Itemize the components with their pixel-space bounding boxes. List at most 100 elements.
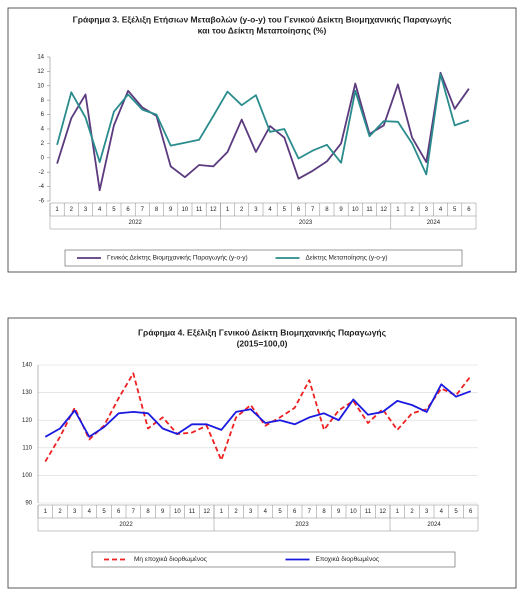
y-tick-label: 130 <box>22 390 33 396</box>
x-tick-label: 5 <box>454 509 458 515</box>
chart-title: (2015=100,0) <box>237 338 288 348</box>
x-tick-label: 4 <box>264 509 268 515</box>
x-tick-label: 5 <box>453 207 457 213</box>
legend-label: Μη εποχικά διορθωμένος <box>134 555 207 563</box>
x-tick-label: 6 <box>469 509 473 515</box>
y-tick-label: -2 <box>39 170 45 176</box>
x-tick-label: 12 <box>203 509 210 515</box>
x-tick-label: 4 <box>440 509 444 515</box>
series-line <box>56 71 470 192</box>
series-line <box>56 73 470 176</box>
x-tick-label: 4 <box>439 207 443 213</box>
x-tick-label: 10 <box>352 207 359 213</box>
legend-box <box>91 551 456 568</box>
y-tick-label: 10 <box>37 83 44 89</box>
y-tick-label: 12 <box>37 69 44 75</box>
x-tick-label: 4 <box>98 207 102 213</box>
x-tick-label: 8 <box>146 509 150 515</box>
y-tick-label: 2 <box>41 141 45 147</box>
x-tick-label: 9 <box>161 509 165 515</box>
x-tick-label: 11 <box>189 509 196 515</box>
x-tick-label: 9 <box>169 207 173 213</box>
x-tick-label: 11 <box>366 207 373 213</box>
x-tick-label: 5 <box>112 207 116 213</box>
y-tick-label: -4 <box>39 184 45 190</box>
x-tick-label: 2 <box>410 509 414 515</box>
x-tick-label: 3 <box>425 207 429 213</box>
x-tick-label: 7 <box>132 509 136 515</box>
y-tick-label: 8 <box>41 98 45 104</box>
y-tick-label: 6 <box>41 112 45 118</box>
year-label: 2022 <box>129 220 143 226</box>
year-label: 2024 <box>427 522 441 528</box>
x-tick-label: 2 <box>70 207 74 213</box>
y-tick-label: 0 <box>41 155 45 161</box>
x-tick-label: 3 <box>249 509 253 515</box>
series-line <box>44 372 472 463</box>
x-tick-label: 12 <box>380 207 387 213</box>
x-tick-label: 10 <box>174 509 181 515</box>
year-label: 2023 <box>299 220 313 226</box>
y-tick-label: 14 <box>37 55 44 61</box>
x-tick-label: 2 <box>234 509 238 515</box>
x-tick-label: 7 <box>311 207 315 213</box>
year-label: 2022 <box>119 522 133 528</box>
x-tick-label: 7 <box>141 207 145 213</box>
x-tick-label: 2 <box>410 207 414 213</box>
x-tick-label: 5 <box>278 509 282 515</box>
y-tick-label: 90 <box>25 501 32 507</box>
x-tick-label: 1 <box>396 509 400 515</box>
legend-label: Γενικός Δείκτης Βιομηχανικής Παραγωγής (… <box>107 254 248 262</box>
x-tick-label: 6 <box>293 509 297 515</box>
x-tick-label: 1 <box>396 207 400 213</box>
y-tick-label: 100 <box>22 473 33 479</box>
x-tick-label: 2 <box>58 509 62 515</box>
x-tick-label: 2 <box>240 207 244 213</box>
y-tick-label: -6 <box>39 199 45 205</box>
x-tick-label: 10 <box>182 207 189 213</box>
x-tick-label: 11 <box>196 207 203 213</box>
legend-label: Εποχικά διορθωμένος <box>316 555 379 563</box>
x-tick-label: 4 <box>268 207 272 213</box>
x-tick-label: 4 <box>88 509 92 515</box>
x-tick-label: 8 <box>322 509 326 515</box>
x-tick-label: 8 <box>155 207 159 213</box>
frame <box>7 317 517 589</box>
x-tick-label: 12 <box>379 509 386 515</box>
x-tick-label: 1 <box>220 509 224 515</box>
x-tick-label: 8 <box>325 207 329 213</box>
x-tick-label: 9 <box>339 207 343 213</box>
x-tick-label: 1 <box>44 509 48 515</box>
x-tick-label: 6 <box>126 207 130 213</box>
x-tick-label: 3 <box>84 207 88 213</box>
x-tick-label: 5 <box>283 207 287 213</box>
x-tick-label: 7 <box>308 509 312 515</box>
x-tick-label: 6 <box>297 207 301 213</box>
x-tick-label: 3 <box>73 509 77 515</box>
x-tick-label: 11 <box>365 509 372 515</box>
x-tick-label: 10 <box>350 509 357 515</box>
x-tick-label: 6 <box>117 509 121 515</box>
x-tick-label: 1 <box>226 207 230 213</box>
year-label: 2024 <box>427 220 441 226</box>
legend-label: Δείκτης Μεταποίησης (y-o-y) <box>306 254 388 262</box>
y-tick-label: 110 <box>22 445 32 451</box>
frame <box>7 7 517 273</box>
x-tick-label: 9 <box>337 509 341 515</box>
y-tick-label: 120 <box>22 418 33 424</box>
chart-title: Γράφημα 4. Εξέλιξη Γενικού Δείκτη Βιομηχ… <box>138 327 387 337</box>
legend-box <box>64 249 463 267</box>
y-tick-label: 4 <box>41 127 45 133</box>
x-tick-label: 1 <box>55 207 59 213</box>
series-line <box>44 383 472 438</box>
x-tick-label: 3 <box>425 509 429 515</box>
y-tick-label: 140 <box>22 363 33 369</box>
x-tick-label: 12 <box>210 207 217 213</box>
chart-title: και του Δείκτη Μεταποίησης (%) <box>198 25 327 35</box>
year-label: 2023 <box>295 522 309 528</box>
chart-title: Γράφημα 3. Εξέλιξη Ετήσιων Μεταβολών (y-… <box>73 14 452 24</box>
x-tick-label: 3 <box>254 207 258 213</box>
x-tick-label: 6 <box>467 207 471 213</box>
x-tick-label: 5 <box>102 509 106 515</box>
